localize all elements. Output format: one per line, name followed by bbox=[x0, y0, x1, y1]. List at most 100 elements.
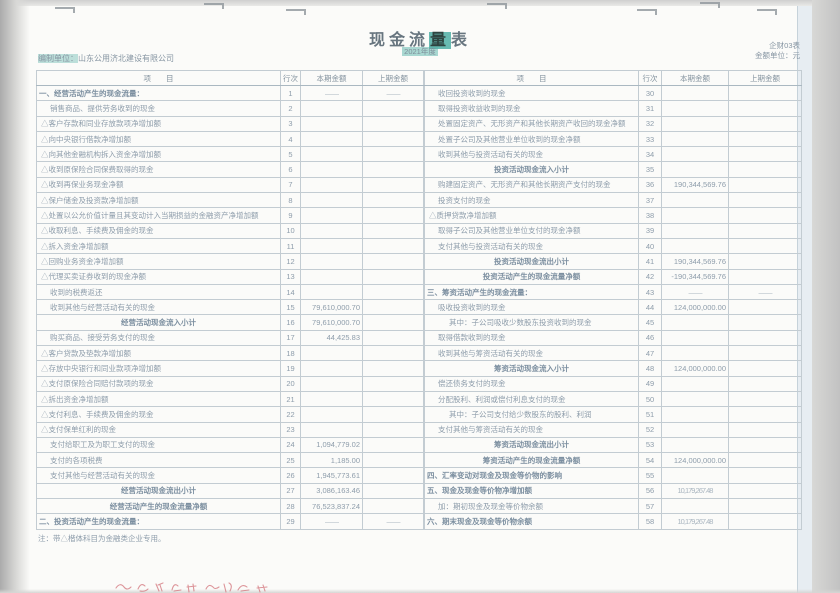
table-row: △拆入资金净增加额 11 bbox=[36, 237, 424, 255]
right-row-current-amount bbox=[661, 390, 729, 408]
right-row-label: △质押贷款净增加额 bbox=[424, 207, 639, 224]
column-header-current: 本期金额 bbox=[300, 70, 363, 86]
left-row-label: 支付的各项税费 bbox=[36, 452, 281, 469]
right-row-label: 取得投资收益收到的现金 bbox=[424, 100, 639, 117]
right-row-line-number: 40 bbox=[638, 237, 662, 255]
table-row: 五、现金及现金等价物净增加额 56 10,179,267.48 bbox=[424, 482, 802, 500]
right-row-label: 筹资活动现金流入小计 bbox=[424, 360, 639, 377]
left-row-label: △存放中央银行和同业款项净增加额 bbox=[36, 360, 281, 377]
table-row: 经营活动现金流入小计 16 79,610,000.70 bbox=[36, 314, 424, 331]
scan-edge-top bbox=[0, 0, 840, 6]
table-row: 支付给职工及为职工支付的现金 24 1,094,779.02 bbox=[36, 436, 424, 454]
left-row-line-number: 4 bbox=[280, 130, 301, 148]
table-row: 处置子公司及其他营业单位收到的现金净额 33 bbox=[424, 130, 802, 148]
column-header-item: 项 目 bbox=[36, 70, 281, 86]
scan-edge-bottom bbox=[0, 589, 840, 593]
left-row-line-number: 25 bbox=[280, 452, 301, 469]
left-row-line-number: 5 bbox=[280, 146, 301, 163]
left-row-line-number: 16 bbox=[280, 314, 301, 331]
right-row-label: 其中：子公司支付给少数股东的股利、利润 bbox=[424, 406, 639, 423]
left-row-prior-amount bbox=[362, 192, 424, 209]
table-row: △支付利息、手续费及佣金的现金 22 bbox=[36, 406, 424, 423]
right-row-line-number: 45 bbox=[638, 314, 662, 331]
right-row-line-number: 54 bbox=[638, 452, 662, 469]
right-row-line-number: 47 bbox=[638, 345, 662, 362]
left-row-line-number: 2 bbox=[280, 100, 301, 117]
left-row-prior-amount bbox=[362, 115, 424, 132]
right-row-label: 加：期初现金及现金等价物余额 bbox=[424, 498, 639, 515]
left-row-prior-amount bbox=[362, 329, 424, 347]
page-title: 现金流量表 bbox=[368, 32, 472, 49]
prepared-by-label: 编制单位： bbox=[38, 54, 78, 63]
header-row: 项 目 行次 本期金额 上期金额 bbox=[424, 70, 802, 86]
right-row-current-amount bbox=[661, 375, 729, 392]
table-row: △回购业务资金净增加额 12 bbox=[36, 253, 424, 270]
right-row-current-amount: —— bbox=[661, 283, 729, 301]
right-row-line-number: 57 bbox=[638, 498, 662, 515]
left-row-prior-amount bbox=[362, 390, 424, 408]
left-row-label: △向其他金融机构拆入资金净增加额 bbox=[36, 146, 281, 163]
left-row-label: △收取利息、手续费及佣金的现金 bbox=[36, 222, 281, 239]
table-row: 一、经营活动产生的现金流量： 1 —— —— bbox=[36, 84, 424, 102]
right-row-current-amount bbox=[661, 100, 729, 117]
left-row-line-number: 15 bbox=[280, 299, 301, 316]
left-row-prior-amount bbox=[362, 421, 424, 438]
left-row-line-number: 1 bbox=[280, 84, 301, 102]
table-row: 收到其他与投资活动有关的现金 34 bbox=[424, 146, 802, 163]
table-row: 四、汇率变动对现金及现金等价物的影响 55 bbox=[424, 467, 802, 484]
left-row-prior-amount bbox=[362, 268, 424, 285]
right-row-prior-amount bbox=[728, 467, 802, 484]
table-row: △保户储金及投资款净增加额 8 bbox=[36, 192, 424, 209]
right-row-label: 三、筹资活动产生的现金流量： bbox=[424, 283, 639, 301]
right-row-prior-amount bbox=[728, 146, 802, 163]
left-row-line-number: 14 bbox=[280, 283, 301, 301]
left-row-prior-amount bbox=[362, 161, 424, 178]
left-row-current-amount: 79,610,000.70 bbox=[300, 314, 363, 331]
column-header-prior: 上期金额 bbox=[728, 70, 802, 86]
left-row-current-amount bbox=[300, 345, 363, 362]
left-row-prior-amount bbox=[362, 283, 424, 301]
right-row-prior-amount bbox=[728, 299, 802, 316]
left-row-line-number: 23 bbox=[280, 421, 301, 438]
table-row: 其中：子公司支付给少数股东的股利、利润 51 bbox=[424, 406, 802, 423]
left-row-label: △支付利息、手续费及佣金的现金 bbox=[36, 406, 281, 423]
column-header-item: 项 目 bbox=[424, 70, 639, 86]
left-row-line-number: 20 bbox=[280, 375, 301, 392]
left-row-current-amount bbox=[300, 146, 363, 163]
table-row: △收到原保险合同保费取得的现金 6 bbox=[36, 161, 424, 178]
left-row-label: △拆出资金净增加额 bbox=[36, 390, 281, 408]
right-row-line-number: 30 bbox=[638, 84, 662, 102]
left-row-current-amount: 1,945,773.61 bbox=[300, 467, 363, 484]
right-row-label: 处置子公司及其他营业单位收到的现金净额 bbox=[424, 130, 639, 148]
left-row-current-amount: —— bbox=[300, 84, 363, 102]
right-row-label: 收到其他与筹资活动有关的现金 bbox=[424, 345, 639, 362]
left-row-current-amount bbox=[300, 130, 363, 148]
table-row: 购买商品、接受劳务支付的现金 17 44,425.83 bbox=[36, 329, 424, 347]
table-row: 三、筹资活动产生的现金流量： 43 —— —— bbox=[424, 283, 802, 301]
left-row-label: 收到其他与经营活动有关的现金 bbox=[36, 299, 281, 316]
table-row: 取得投资收益收到的现金 31 bbox=[424, 100, 802, 117]
left-row-label: △代理买卖证券收到的现金净额 bbox=[36, 268, 281, 285]
right-row-current-amount: 124,000,000.00 bbox=[661, 452, 729, 469]
left-row-current-amount: 1,094,779.02 bbox=[300, 436, 363, 454]
left-row-line-number: 17 bbox=[280, 329, 301, 347]
handwritten-red-marks-icon bbox=[115, 582, 268, 593]
table-row: 支付其他与经营活动有关的现金 26 1,945,773.61 bbox=[36, 467, 424, 484]
left-row-label: △收到再保业务现金净额 bbox=[36, 176, 281, 194]
left-row-current-amount bbox=[300, 237, 363, 255]
table-row: 投资活动现金流入小计 35 bbox=[424, 161, 802, 178]
right-row-prior-amount bbox=[728, 268, 802, 285]
left-row-prior-amount bbox=[362, 253, 424, 270]
scan-artifact-mark bbox=[637, 9, 657, 15]
left-row-prior-amount bbox=[362, 222, 424, 239]
table-row: △收到再保业务现金净额 7 bbox=[36, 176, 424, 194]
right-row-label: 投资活动现金流出小计 bbox=[424, 253, 639, 270]
table-row: 二、投资活动产生的现金流量： 29 —— —— bbox=[36, 513, 424, 530]
table-row: △支付保单红利的现金 23 bbox=[36, 421, 424, 438]
right-row-prior-amount bbox=[728, 498, 802, 515]
left-row-label: △收到原保险合同保费取得的现金 bbox=[36, 161, 281, 178]
right-row-line-number: 39 bbox=[638, 222, 662, 239]
right-row-current-amount bbox=[661, 329, 729, 347]
left-row-prior-amount bbox=[362, 375, 424, 392]
right-row-prior-amount bbox=[728, 436, 802, 454]
